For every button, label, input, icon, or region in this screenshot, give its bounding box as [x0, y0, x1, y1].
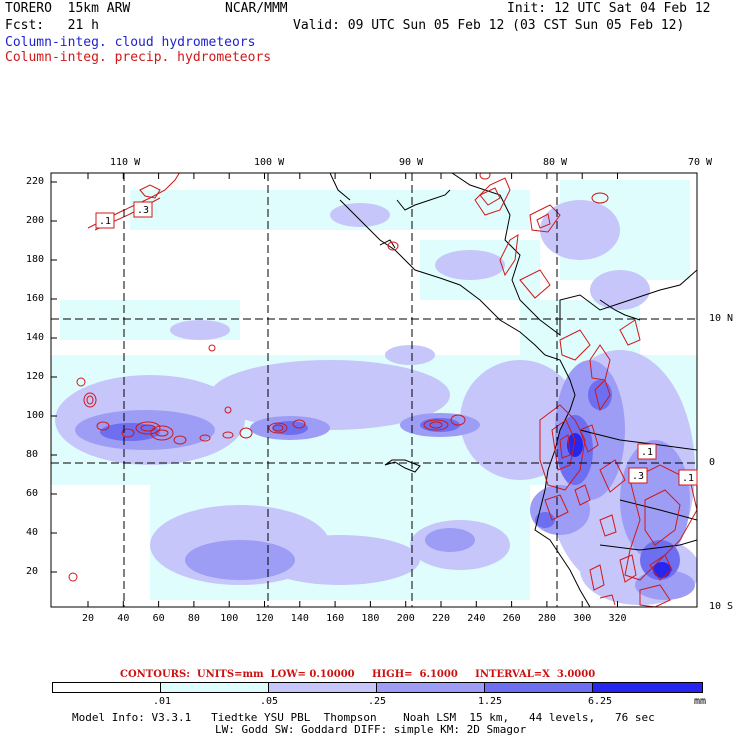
- y-tick-label: 100: [26, 410, 45, 421]
- colorbar-label: .05: [260, 696, 279, 707]
- contour-value-label: .3: [628, 467, 648, 484]
- lon-label: 80 W: [543, 157, 568, 168]
- contour-value-label: .1: [678, 469, 698, 486]
- contour-value-label: .1: [637, 443, 657, 460]
- x-tick-label: 220: [432, 613, 451, 624]
- y-tick-label: 160: [26, 293, 45, 304]
- y-tick-label: 220: [26, 176, 45, 187]
- svg-text:.1: .1: [641, 447, 653, 458]
- x-tick-label: 180: [361, 613, 380, 624]
- x-tick-label: 80: [187, 613, 200, 624]
- lat-lon-grid: [51, 173, 697, 607]
- x-tick-label: 40: [117, 613, 130, 624]
- x-tick-label: 200: [396, 613, 415, 624]
- legend-cloud-hydrometeors: Column-integ. cloud hydrometeors: [5, 35, 256, 50]
- plot-frame: [50, 172, 698, 608]
- x-tick-label: 280: [537, 613, 556, 624]
- y-tick-label: 80: [26, 449, 39, 460]
- x-tick-label: 240: [467, 613, 486, 624]
- forecast-hour: Fcst: 21 h: [5, 18, 99, 33]
- svg-text:.3: .3: [632, 471, 644, 482]
- svg-text:.1: .1: [99, 216, 111, 227]
- colorbar-label: 6.25: [588, 696, 613, 707]
- y-tick-label: 20: [26, 566, 39, 577]
- lat-label: 10 N: [709, 313, 734, 324]
- y-tick-label: 60: [26, 488, 39, 499]
- model-physics: LW: Godd SW: Goddard DIFF: simple KM: 2D…: [215, 723, 527, 736]
- x-tick-label: 320: [608, 613, 627, 624]
- colorbar-unit: mm: [694, 696, 707, 707]
- lon-label: 90 W: [399, 157, 424, 168]
- lat-label: 10 S: [709, 601, 734, 612]
- colorbar-cell-5: [592, 682, 703, 693]
- colorbar-cell-0: [52, 682, 161, 693]
- colorbar-label: 1.25: [478, 696, 503, 707]
- svg-text:.1: .1: [682, 473, 694, 484]
- svg-text:.3: .3: [137, 205, 149, 216]
- organization: NCAR/MMM: [225, 1, 288, 16]
- x-tick-label: 120: [255, 613, 274, 624]
- colorbar-cell-1: [160, 682, 269, 693]
- y-tick-label: 120: [26, 371, 45, 382]
- lon-label: 70 W: [688, 157, 713, 168]
- colorbar-cell-4: [484, 682, 593, 693]
- contour-value-label: .3: [133, 201, 153, 218]
- hydrometeor-field: [51, 173, 697, 607]
- lon-label: 110 W: [110, 157, 141, 168]
- legend-precip-hydrometeors: Column-integ. precip. hydrometeors: [5, 50, 272, 65]
- y-tick-label: 140: [26, 332, 45, 343]
- model-info: Model Info: V3.3.1 Tiedtke YSU PBL Thomp…: [72, 711, 655, 724]
- x-tick-label: 140: [290, 613, 309, 624]
- lat-label: 0: [709, 457, 716, 468]
- x-tick-label: 160: [326, 613, 345, 624]
- colorbar-label: .01: [153, 696, 172, 707]
- colorbar-cell-2: [268, 682, 377, 693]
- x-tick-label: 260: [502, 613, 521, 624]
- valid-time: Valid: 09 UTC Sun 05 Feb 12 (03 CST Sun …: [293, 18, 685, 33]
- x-tick-label: 100: [220, 613, 239, 624]
- lon-label: 100 W: [254, 157, 285, 168]
- x-tick-label: 60: [152, 613, 165, 624]
- colorbar-label: .25: [368, 696, 387, 707]
- y-tick-label: 40: [26, 527, 39, 538]
- x-tick-label: 20: [82, 613, 95, 624]
- init-time: Init: 12 UTC Sat 04 Feb 12: [507, 1, 711, 16]
- model-name: TORERO 15km ARW: [5, 1, 131, 16]
- y-tick-label: 180: [26, 254, 45, 265]
- contours-info: CONTOURS: UNITS=mm LOW= 0.10000 HIGH= 6.…: [120, 669, 596, 680]
- x-tick-label: 300: [573, 613, 592, 624]
- contour-value-label: .1: [95, 212, 115, 229]
- colorbar-cell-3: [376, 682, 485, 693]
- y-tick-label: 200: [26, 215, 45, 226]
